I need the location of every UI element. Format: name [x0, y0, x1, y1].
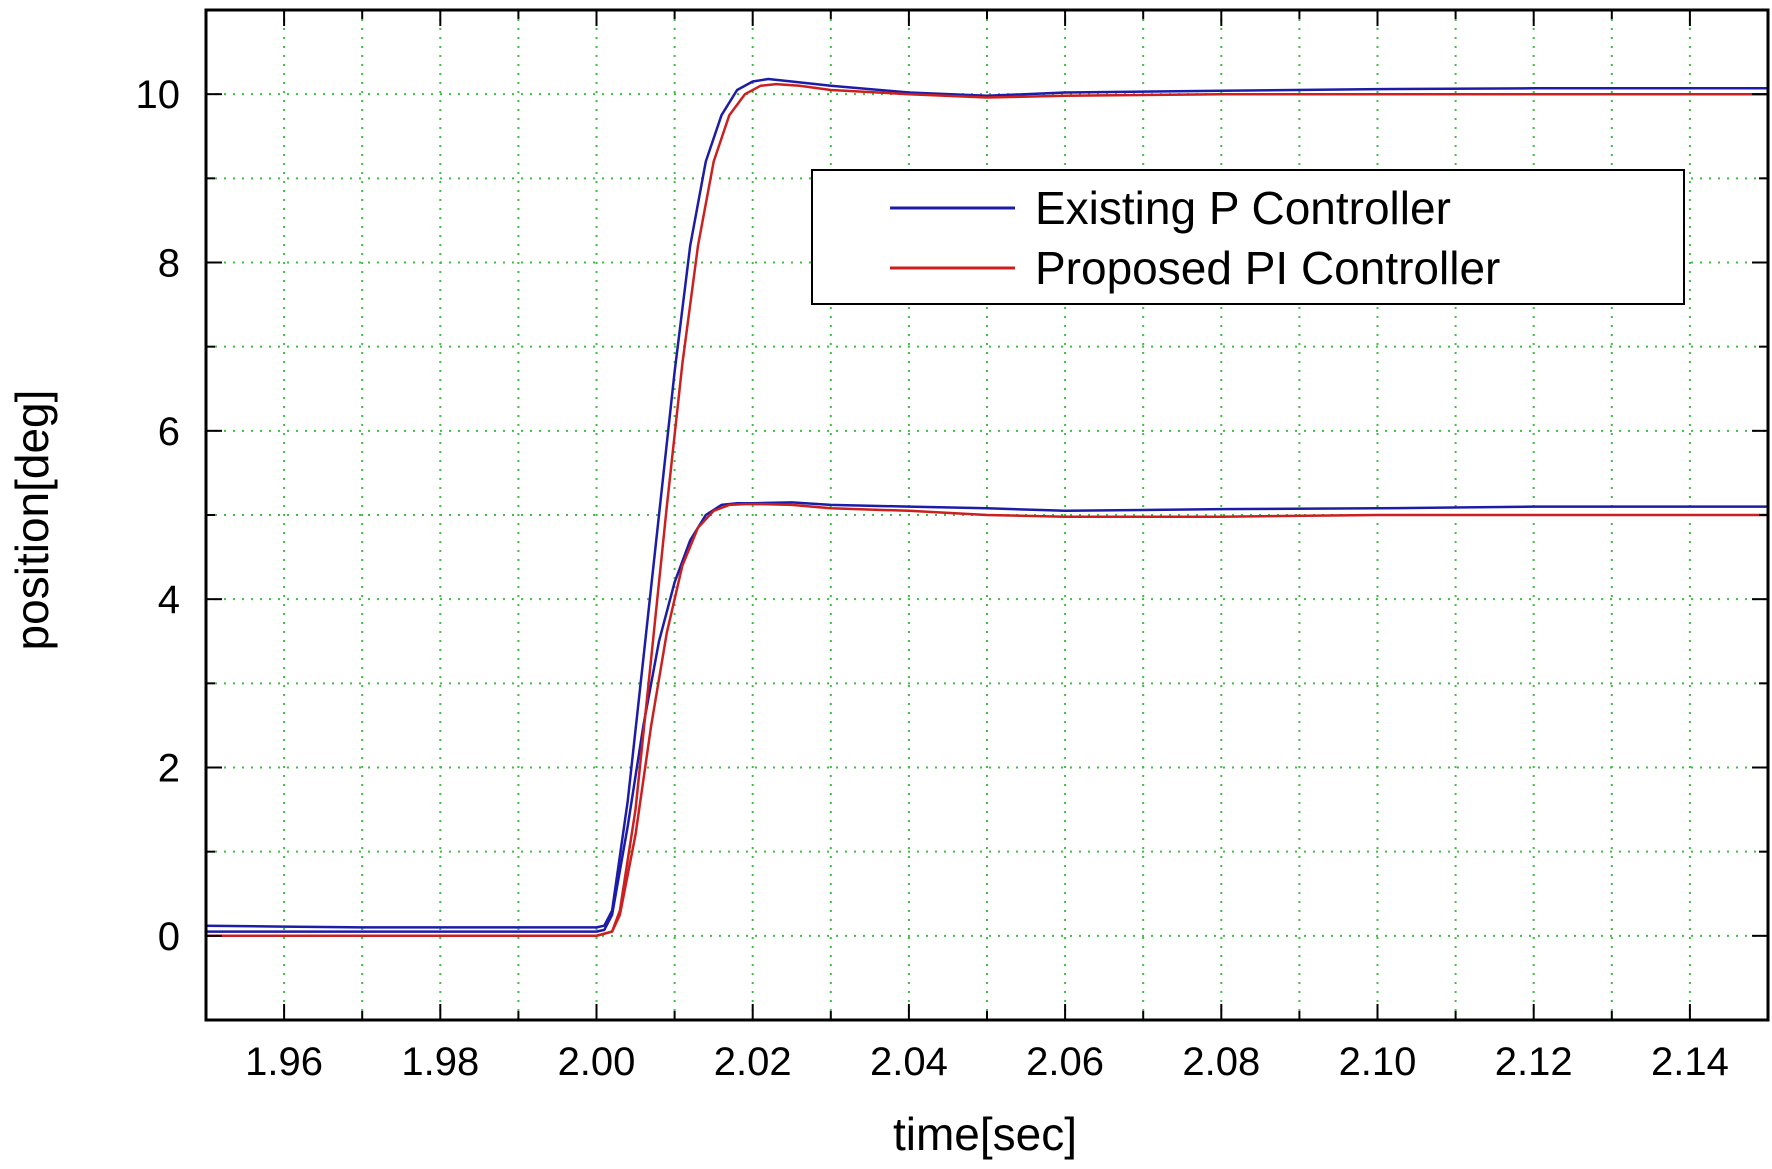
- x-tick-label: 2.06: [1026, 1040, 1104, 1084]
- x-tick-label: 1.98: [401, 1040, 479, 1084]
- x-tick-labels: 1.96 1.98 2.00 2.02 2.04 2.06 2.08 2.10 2.12 2.14: [245, 1040, 1729, 1084]
- x-tick-label: 2.02: [714, 1040, 792, 1084]
- legend-label-existing-p: Existing P Controller: [1035, 182, 1451, 234]
- y-tick-label: 2: [158, 747, 180, 791]
- y-tick-label: 4: [158, 578, 180, 622]
- y-tick-labels: 0 2 4 6 8 10: [136, 73, 181, 959]
- x-tick-label: 1.96: [245, 1040, 323, 1084]
- series-layer: [205, 77, 1768, 938]
- y-tick-label: 6: [158, 410, 180, 454]
- x-tick-label: 2.08: [1182, 1040, 1260, 1084]
- legend-box: [811, 169, 1685, 305]
- series-line-proposed-pi-2: [206, 502, 1768, 938]
- y-tick-label: 10: [136, 73, 181, 117]
- x-axis-title: time[sec]: [893, 1108, 1077, 1160]
- x-tick-label: 2.12: [1495, 1040, 1573, 1084]
- series-line-existing-p-2: [206, 501, 1768, 933]
- y-tick-label: 0: [158, 915, 180, 959]
- y-axis-title: position[deg]: [6, 390, 58, 651]
- legend: Existing P Controller Proposed PI Contro…: [811, 169, 1685, 305]
- y-tick-label: 8: [158, 242, 180, 286]
- axis-ticks: [206, 9, 1768, 1021]
- x-tick-label: 2.00: [558, 1040, 636, 1084]
- x-tick-label: 2.14: [1651, 1040, 1729, 1084]
- series-line-existing-p-1: [205, 77, 1768, 929]
- x-tick-label: 2.10: [1339, 1040, 1417, 1084]
- legend-label-proposed-pi: Proposed PI Controller: [1035, 242, 1500, 294]
- x-tick-label: 2.04: [870, 1040, 948, 1084]
